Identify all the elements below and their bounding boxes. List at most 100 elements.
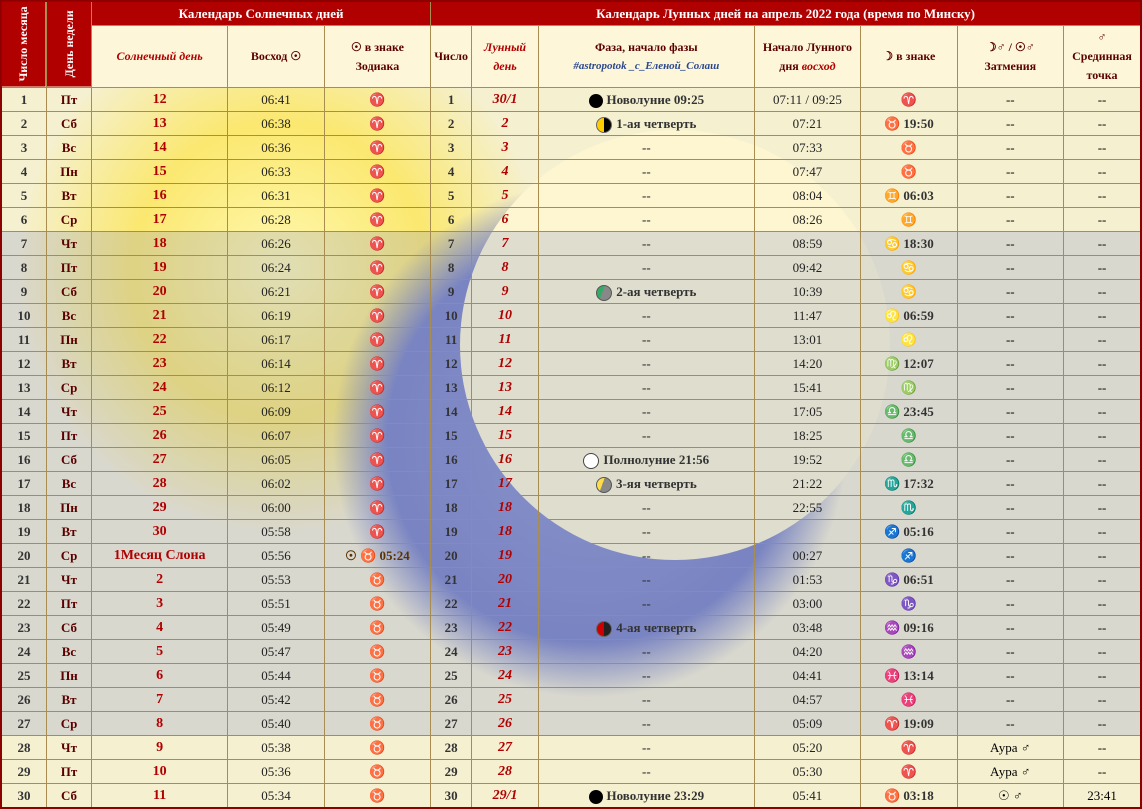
cell-moonrise: 11:47 [754, 304, 860, 328]
cell-eclipse: Аура ♂ [957, 760, 1064, 784]
cell-day-num: 18 [1, 496, 47, 520]
cell-solar-day: 16 [92, 184, 228, 208]
cell-sun-sign: ♉ [324, 760, 430, 784]
cell-solar-day: 6 [92, 664, 228, 688]
cell-moonrise [754, 520, 860, 544]
cell-midpoint: -- [1064, 232, 1141, 256]
cell-dow: Пт [47, 592, 92, 616]
table-row: 25Пн605:44♉2524--04:41♓ 13:14---- [1, 664, 1141, 688]
cell-solar-day: 25 [92, 400, 228, 424]
cell-sunrise: 06:28 [228, 208, 324, 232]
cell-eclipse: -- [957, 448, 1064, 472]
cell-lunar-day: 21 [472, 592, 539, 616]
cell-day-num: 30 [1, 784, 47, 809]
cell-lunar-num: 7 [431, 232, 472, 256]
cell-moon-sign: ♌ [861, 328, 957, 352]
cell-moonrise: 05:41 [754, 784, 860, 809]
cell-moonrise: 07:47 [754, 160, 860, 184]
cell-moonrise: 15:41 [754, 376, 860, 400]
cell-phase: -- [538, 160, 754, 184]
cell-dow: Ср [47, 712, 92, 736]
cell-phase: -- [538, 520, 754, 544]
cell-midpoint: -- [1064, 376, 1141, 400]
cell-day-num: 4 [1, 160, 47, 184]
cell-midpoint: -- [1064, 640, 1141, 664]
cell-sunrise: 06:19 [228, 304, 324, 328]
cell-moonrise: 22:55 [754, 496, 860, 520]
cell-solar-day: 24 [92, 376, 228, 400]
cell-midpoint: -- [1064, 208, 1141, 232]
cell-midpoint: -- [1064, 88, 1141, 112]
cell-eclipse: -- [957, 664, 1064, 688]
cell-eclipse: -- [957, 688, 1064, 712]
phase-icon [596, 621, 612, 637]
cell-lunar-day: 18 [472, 520, 539, 544]
cell-sun-sign: ♉ [324, 712, 430, 736]
cell-day-num: 26 [1, 688, 47, 712]
cell-solar-day: 15 [92, 160, 228, 184]
cell-moonrise: 07:11 / 09:25 [754, 88, 860, 112]
cell-lunar-num: 4 [431, 160, 472, 184]
table-row: 18Пн2906:00♈1818--22:55♏---- [1, 496, 1141, 520]
cell-dow: Вс [47, 472, 92, 496]
cell-dow: Чт [47, 736, 92, 760]
cell-sunrise: 06:38 [228, 112, 324, 136]
cell-sunrise: 05:38 [228, 736, 324, 760]
cell-moon-sign: ♋ [861, 256, 957, 280]
cell-phase: -- [538, 760, 754, 784]
cell-eclipse: -- [957, 184, 1064, 208]
cell-lunar-num: 16 [431, 448, 472, 472]
cell-moon-sign: ♏ [861, 496, 957, 520]
cell-day-num: 13 [1, 376, 47, 400]
table-row: 4Пн1506:33♈44--07:47♉---- [1, 160, 1141, 184]
cell-moonrise: 17:05 [754, 400, 860, 424]
cell-dow: Сб [47, 616, 92, 640]
cell-eclipse: -- [957, 424, 1064, 448]
cell-midpoint: -- [1064, 136, 1141, 160]
cell-day-num: 6 [1, 208, 47, 232]
table-row: 12Вт2306:14♈1212--14:20♍ 12:07---- [1, 352, 1141, 376]
cell-day-num: 23 [1, 616, 47, 640]
cell-phase: Полнолуние 21:56 [538, 448, 754, 472]
hdr-moonsign: ☽ в знаке [861, 26, 957, 88]
cell-moon-sign: ♎ 23:45 [861, 400, 957, 424]
cell-midpoint: -- [1064, 112, 1141, 136]
cell-moon-sign: ♊ 06:03 [861, 184, 957, 208]
table-row: 20Ср1Месяц Слона05:56☉ ♉ 05:242019--00:2… [1, 544, 1141, 568]
cell-lunar-num: 18 [431, 496, 472, 520]
cell-day-num: 28 [1, 736, 47, 760]
cell-sun-sign: ♈ [324, 400, 430, 424]
cell-moon-sign: ♉ [861, 160, 957, 184]
cell-day-num: 29 [1, 760, 47, 784]
cell-solar-day: 7 [92, 688, 228, 712]
cell-moonrise: 07:33 [754, 136, 860, 160]
cell-midpoint: 23:41 [1064, 784, 1141, 809]
cell-eclipse: -- [957, 160, 1064, 184]
cell-phase: -- [538, 424, 754, 448]
cell-moonrise: 05:30 [754, 760, 860, 784]
cell-eclipse: -- [957, 280, 1064, 304]
table-row: 16Сб2706:05♈1616Полнолуние 21:5619:52♎--… [1, 448, 1141, 472]
hdr-eclipse: ☽♂ / ☉♂ Затмения [957, 26, 1064, 88]
cell-lunar-day: 11 [472, 328, 539, 352]
cell-sun-sign: ♈ [324, 328, 430, 352]
cell-moon-sign: ♉ 03:18 [861, 784, 957, 809]
cell-lunar-num: 1 [431, 88, 472, 112]
hdr-phase: Фаза, начало фазы #astropotok _с_Еленой_… [538, 26, 754, 88]
cell-dow: Вт [47, 184, 92, 208]
cell-sunrise: 06:33 [228, 160, 324, 184]
cell-moonrise: 04:41 [754, 664, 860, 688]
cell-phase: -- [538, 496, 754, 520]
cell-midpoint: -- [1064, 496, 1141, 520]
cell-midpoint: -- [1064, 520, 1141, 544]
cell-solar-day: 20 [92, 280, 228, 304]
cell-phase: Новолуние 09:25 [538, 88, 754, 112]
cell-lunar-day: 17 [472, 472, 539, 496]
cell-solar-day: 23 [92, 352, 228, 376]
cell-day-num: 12 [1, 352, 47, 376]
cell-solar-day: 30 [92, 520, 228, 544]
cell-sunrise: 05:36 [228, 760, 324, 784]
cell-lunar-day: 30/1 [472, 88, 539, 112]
cell-moon-sign: ♉ [861, 136, 957, 160]
cell-phase: -- [538, 304, 754, 328]
